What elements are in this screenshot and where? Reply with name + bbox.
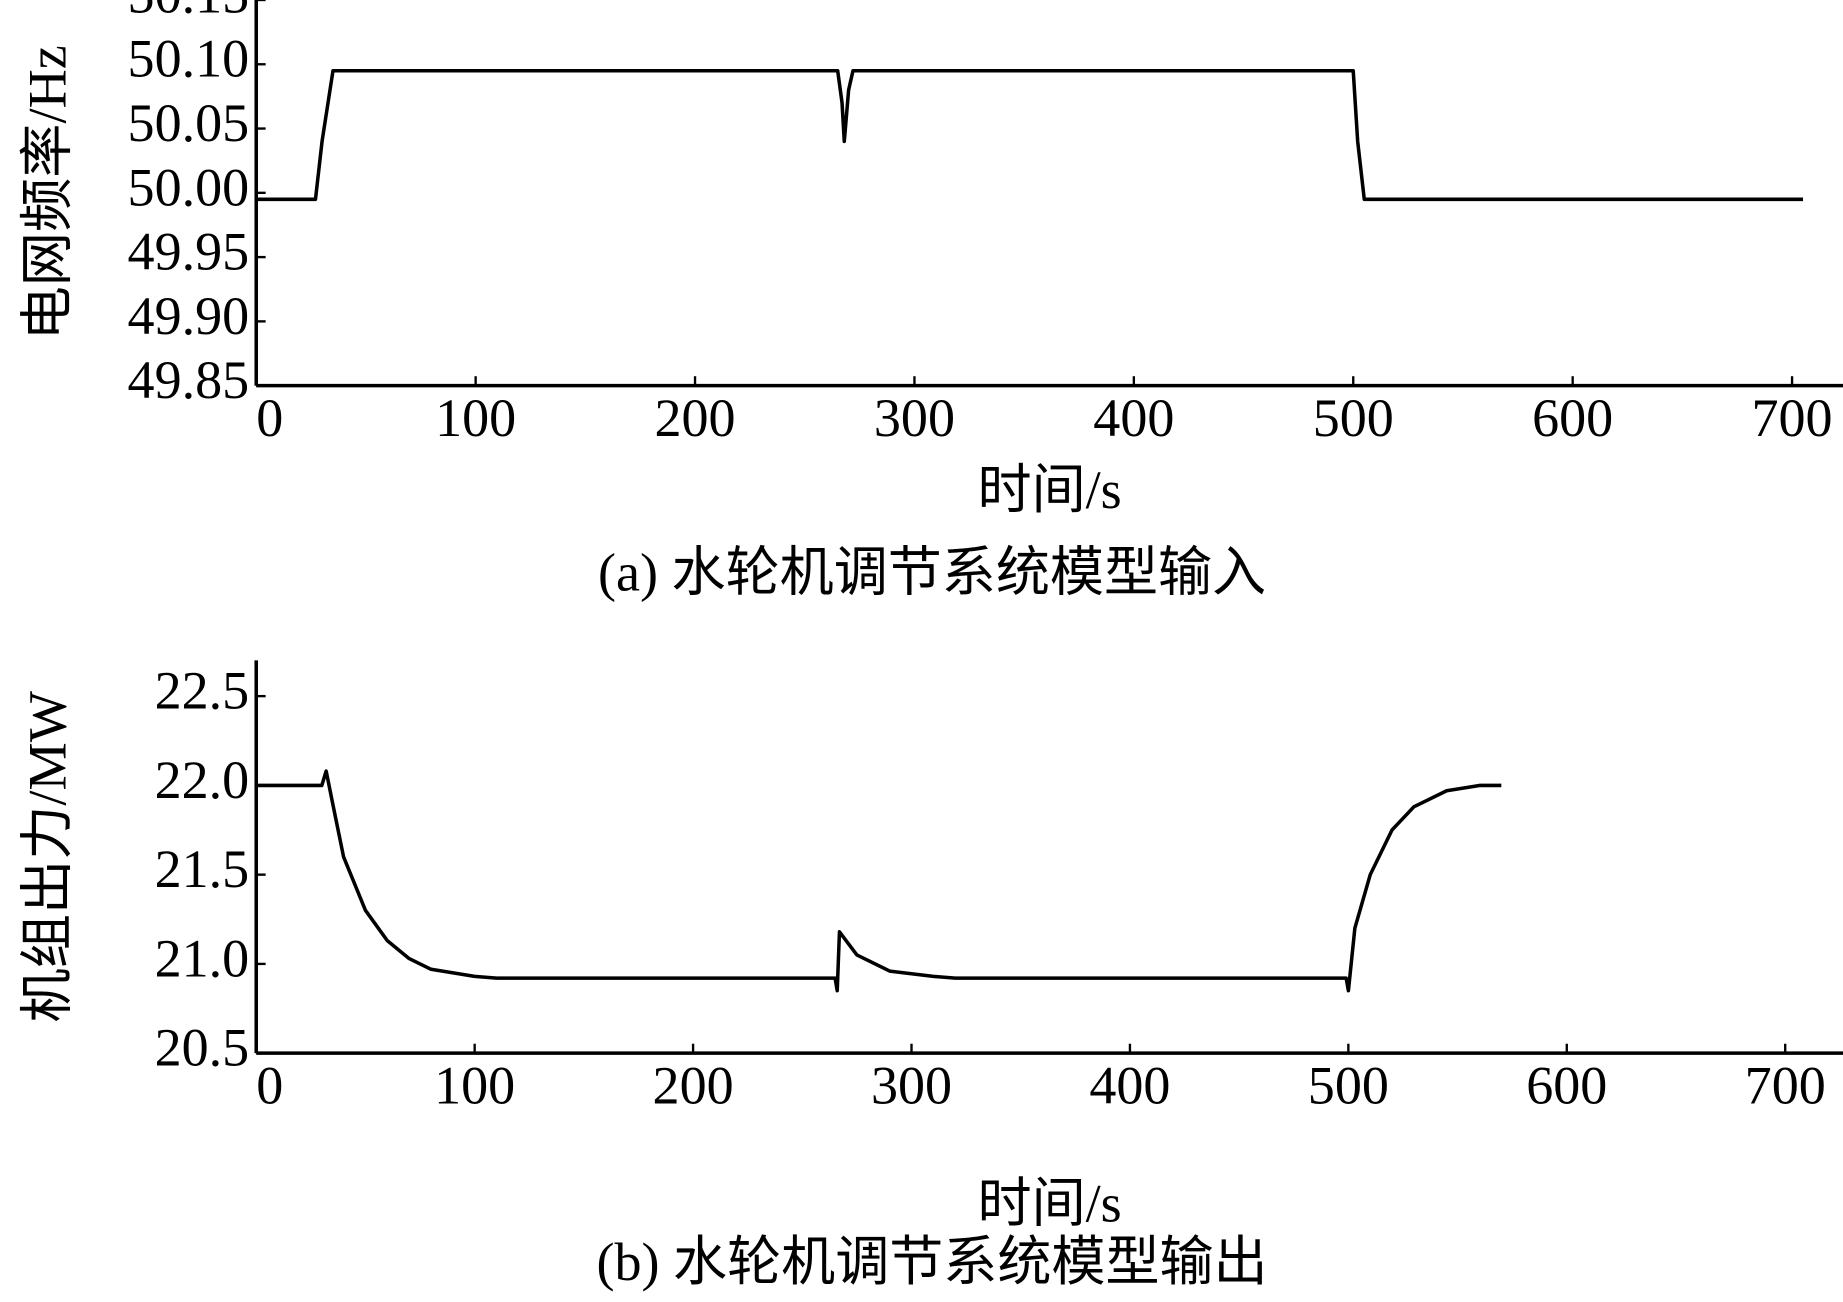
x-tick-label: 600 bbox=[1526, 1055, 1607, 1115]
x-axis-label: 时间/s bbox=[978, 460, 1122, 520]
y-tick-label: 50.05 bbox=[128, 93, 250, 153]
x-tick-label: 0 bbox=[256, 1055, 283, 1115]
y-tick-label: 49.95 bbox=[128, 221, 250, 281]
y-tick-label: 50.10 bbox=[128, 29, 250, 89]
x-tick-label: 100 bbox=[434, 1055, 515, 1115]
data-line bbox=[256, 769, 1502, 993]
x-tick-label: 400 bbox=[1093, 388, 1174, 448]
x-axis-label: 时间/s bbox=[978, 1173, 1122, 1233]
x-tick-label: 700 bbox=[1745, 1055, 1826, 1115]
y-tick-label: 22.0 bbox=[155, 750, 250, 810]
x-tick-label: 200 bbox=[655, 388, 736, 448]
x-tick-label: 700 bbox=[1752, 388, 1833, 448]
x-tick-label: 500 bbox=[1313, 388, 1394, 448]
y-tick-label: 21.5 bbox=[155, 839, 250, 899]
x-tick-label: 0 bbox=[256, 388, 283, 448]
y-tick-label: 50.00 bbox=[128, 157, 250, 217]
data-line bbox=[256, 68, 1804, 202]
x-tick-label: 100 bbox=[435, 388, 516, 448]
x-tick-label: 300 bbox=[874, 388, 955, 448]
x-tick-label: 200 bbox=[653, 1055, 734, 1115]
y-tick-label: 22.5 bbox=[155, 660, 250, 720]
y-axis-label: 机组出力/MW bbox=[17, 691, 77, 1022]
caption: (a) 水轮机调节系统模型输入 bbox=[598, 542, 1266, 602]
y-tick-label: 49.85 bbox=[128, 350, 250, 410]
y-tick-label: 49.90 bbox=[128, 286, 250, 346]
x-tick-label: 500 bbox=[1308, 1055, 1389, 1115]
x-tick-label: 600 bbox=[1532, 388, 1613, 448]
x-tick-label: 300 bbox=[871, 1055, 952, 1115]
y-tick-label: 20.5 bbox=[155, 1018, 250, 1078]
x-tick-label: 400 bbox=[1089, 1055, 1170, 1115]
y-axis-label: 电网频率/Hz bbox=[17, 45, 77, 340]
y-tick-label: 21.0 bbox=[155, 928, 250, 988]
y-tick-label: 50.15 bbox=[128, 0, 250, 24]
caption: (b) 水轮机调节系统模型输出 bbox=[597, 1232, 1268, 1292]
